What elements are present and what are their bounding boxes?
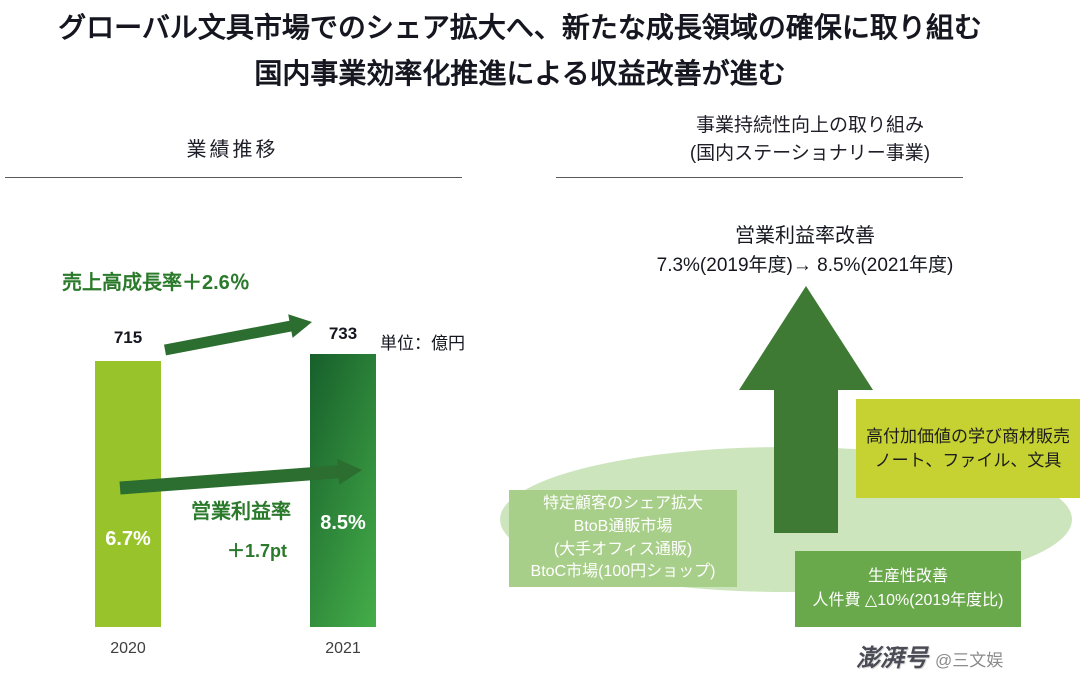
improvement-arrow-icon — [739, 286, 873, 533]
sustainability-heading-underline — [556, 177, 963, 178]
operating-margin-label: 営業利益率 — [191, 501, 291, 523]
productivity-line-2: 人件費 △10%(2019年度比) — [812, 592, 1004, 609]
year-label-2021: 2021 — [325, 640, 361, 657]
performance-heading: 業績推移 — [186, 139, 279, 161]
key-customers-box: 特定顧客のシェア拡大 BtoB通販市場 (大手オフィス通販) BtoC市場(10… — [509, 490, 737, 587]
year-label-2020: 2020 — [110, 640, 146, 657]
bar-2021 — [310, 354, 376, 627]
productivity-line-1: 生産性改善 — [867, 568, 948, 585]
operating-margin-value-2020: 6.7% — [105, 528, 151, 550]
account-handle: @三文娱 — [935, 651, 1004, 670]
chart-arrows — [119, 314, 362, 495]
bar-2020 — [95, 361, 161, 627]
performance-heading-underline — [5, 177, 462, 178]
key-customers-line-2: BtoB通販市場 — [573, 517, 673, 535]
sales-growth-label: 売上高成長率＋2.6％ — [62, 272, 250, 294]
learning-products-box: 高付加価値の学び商材販売 ノート、ファイル、文具 — [856, 399, 1080, 498]
unit-label: 単位：億円 — [380, 334, 465, 353]
key-customers-line-1: 特定顧客のシェア拡大 — [542, 495, 703, 513]
learning-products-line-1: 高付加価値の学び商材販売 — [866, 426, 1070, 446]
watermark: 澎湃号 @三文娱 — [856, 638, 1003, 673]
sustainability-heading-line-2: (国内ステーショナリー事業) — [689, 143, 931, 164]
title-line-1: グローバル文具市場でのシェア拡大へ、新たな成長領域の確保に取り組む — [58, 12, 982, 43]
operating-margin-arrow-icon — [119, 458, 362, 495]
improvement-title: 営業利益率改善 — [735, 225, 875, 247]
paper-logo: 澎湃号 — [856, 645, 928, 672]
slide-title: グローバル文具市場でのシェア拡大へ、新たな成長領域の確保に取り組む 国内事業効率… — [0, 5, 1040, 97]
title-line-2: 国内事業効率化推進による収益改善が進む — [254, 58, 786, 89]
sustainability-heading-line-1: 事業持続性向上の取り組み — [695, 115, 924, 136]
sales-growth-arrow-icon — [164, 314, 312, 356]
bar-value-2020: 715 — [113, 328, 143, 347]
operating-margin-value-2021: 8.5% — [320, 512, 366, 534]
productivity-box: 生産性改善 人件費 △10%(2019年度比) — [795, 551, 1021, 627]
bar-value-2021: 733 — [328, 324, 358, 343]
learning-products-line-2: ノート、ファイル、文具 — [874, 450, 1062, 470]
key-customers-line-3: (大手オフィス通販) — [553, 540, 693, 558]
improvement-value: 7.3%(2019年度)→ 8.5%(2021年度) — [656, 255, 954, 276]
key-customers-line-4: BtoC市場(100円ショップ) — [530, 563, 716, 581]
sustainability-heading: 事業持続性向上の取り組み (国内ステーショナリー事業) — [610, 112, 1010, 168]
operating-margin-change: ＋1.7pt — [227, 541, 288, 561]
